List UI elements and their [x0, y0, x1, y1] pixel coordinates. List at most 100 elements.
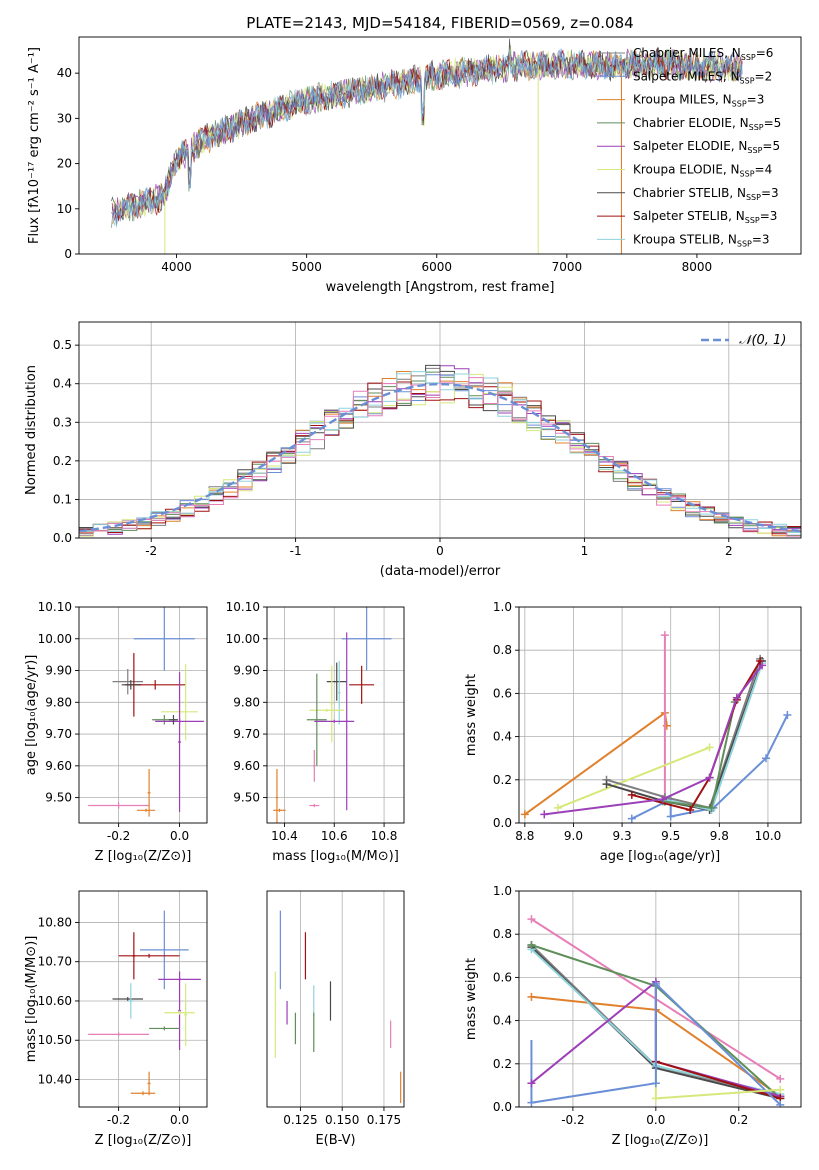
legend-entry: Kroupa MILES, NSSP=3 [597, 93, 764, 109]
legend-label: Kroupa STELIB, NSSP=3 [633, 232, 770, 248]
series-line [655, 1088, 781, 1100]
y-tick-label: 0.0 [53, 531, 72, 545]
error-point [121, 680, 140, 690]
y-tick-label: 9.50 [45, 791, 72, 805]
panel-spectrum: 4000 5000 6000 7000 8000 0 10 20 30 40 wavelength … [27, 36, 802, 295]
axes-frame [78, 890, 208, 1108]
error-point [330, 665, 334, 742]
x-tick-label: 6000 [421, 260, 452, 274]
plot-area [274, 891, 402, 1107]
plus-marker [658, 795, 667, 804]
x-axis-label: wavelength [Angstrom, rest frame] [326, 280, 555, 295]
y-tick-label: 9.80 [233, 695, 260, 709]
error-point [309, 803, 320, 808]
axes-frame [78, 36, 802, 255]
error-point [139, 910, 189, 990]
y-tick-label: 10.10 [226, 600, 260, 614]
y-tick-label: 0.2 [53, 454, 72, 468]
x-tick-label: -0.2 [107, 1113, 130, 1127]
plot-area [267, 607, 404, 823]
histogram-step [79, 373, 801, 537]
series-line [631, 660, 762, 812]
error-point [147, 769, 151, 817]
error-point [314, 719, 355, 723]
x-tick-label: 0 [436, 544, 444, 558]
plus-marker [651, 979, 660, 988]
y-tick-label: 0.0 [493, 1100, 512, 1114]
y-tick-label: 0.5 [53, 338, 72, 352]
x-tick-label: -2 [145, 544, 157, 558]
y-tick-label: 0.4 [493, 730, 512, 744]
error-point [88, 1032, 150, 1037]
error-point [184, 983, 188, 1047]
x-tick-label: 2 [725, 544, 733, 558]
plus-marker [527, 1079, 536, 1088]
plus-marker [602, 780, 611, 789]
error-point [313, 749, 316, 782]
y-tick-label: 0.2 [493, 773, 512, 787]
x-axis-label: mass [log₁₀(M/M⊙)] [272, 849, 399, 864]
legend-entry: Chabrier MILES, NSSP=6 [597, 46, 773, 62]
plus-marker [707, 803, 716, 812]
plus-marker [758, 661, 767, 670]
plus-marker [732, 693, 741, 702]
x-tick-label: 0.0 [646, 1113, 665, 1127]
x-axis-label: (data-model)/error [380, 564, 501, 579]
y-tick-label: 0.6 [493, 686, 512, 700]
spectrum-line [112, 48, 743, 226]
x-tick-label: 0.0 [170, 829, 189, 843]
y-tick-label: 0.8 [493, 643, 512, 657]
error-point [178, 672, 182, 812]
y-tick-label: 0.0 [493, 816, 512, 830]
panel-mass_vs_Z: -0.2 0.0 10.40 10.50 10.60 10.70 10.80 Z [log₁₀… [24, 890, 208, 1148]
legend-label: Kroupa ELODIE, NSSP=4 [633, 163, 772, 179]
y-tick-label: 10.80 [38, 915, 72, 929]
error-point [136, 808, 156, 812]
y-tick-label: 10 [57, 202, 72, 216]
plus-marker [627, 814, 636, 823]
series-line [531, 981, 781, 1106]
error-point [149, 1026, 180, 1031]
y-tick-label: 0.6 [493, 970, 512, 984]
histogram-step [79, 381, 801, 535]
legend-entry: Salpeter MILES, NSSP=2 [597, 69, 772, 85]
panel-age_vs_Z: -0.2 0.0 9.50 9.60 9.70 9.80 9.90 10.00 10.10 Z [… [24, 600, 208, 864]
y-tick-label: 0.8 [493, 927, 512, 941]
plus-marker [776, 1085, 785, 1094]
plus-marker [520, 810, 529, 819]
plus-marker [756, 657, 765, 665]
error-point [273, 808, 286, 812]
y-axis-label: mass weight [464, 674, 479, 756]
y-axis-label: Flux [fλ10⁻¹⁷ erg cm⁻² s⁻¹ A⁻¹] [27, 47, 42, 244]
error-point [306, 673, 327, 766]
y-tick-label: 0.4 [493, 1014, 512, 1028]
legend-entry: Kroupa ELODIE, NSSP=4 [597, 163, 772, 179]
x-tick-label: 9.5 [661, 829, 680, 843]
x-tick-label: 0.150 [325, 1113, 359, 1127]
legend-label: Chabrier MILES, NSSP=6 [633, 46, 773, 62]
panel-age_vs_mass: 10.4 10.6 10.8 9.50 9.60 9.70 9.80 9.90 10.00 10.… [226, 600, 405, 864]
axes-frame [518, 606, 802, 824]
y-tick-label: 9.70 [45, 727, 72, 741]
series-line [631, 714, 789, 820]
y-tick-label: 1.0 [493, 884, 512, 898]
y-axis-label: mass [log₁₀(M/M⊙)] [24, 936, 39, 1063]
x-tick-label: 0.2 [729, 1113, 748, 1127]
plot-area [519, 607, 801, 823]
y-tick-label: 10.10 [38, 600, 72, 614]
series-line [655, 1060, 781, 1100]
y-tick-label: 9.60 [45, 759, 72, 773]
plus-marker [651, 1079, 660, 1088]
y-tick-label: 0.1 [53, 492, 72, 506]
plus-marker [660, 631, 669, 640]
panel-residuals: -2 -1 0 1 2 0.0 0.1 0.2 0.3 0.4 0.5 (data-model)/er… [24, 321, 802, 579]
legend-entry: Salpeter ELODIE, NSSP=5 [597, 139, 780, 155]
plot-area [519, 891, 801, 1107]
y-axis-label: age [log₁₀(age/yr)] [24, 655, 39, 776]
x-tick-label: -0.2 [107, 829, 130, 843]
legend-entry: Salpeter STELIB, NSSP=3 [597, 209, 777, 225]
axes-frame [266, 606, 405, 824]
plus-marker [527, 1098, 536, 1107]
panel-mw_vs_Z: -0.2 0.0 0.2 0.0 0.2 0.4 0.6 0.8 1.0 Z [log₁₀(Z/Z… [464, 884, 802, 1148]
plus-marker [783, 711, 792, 719]
